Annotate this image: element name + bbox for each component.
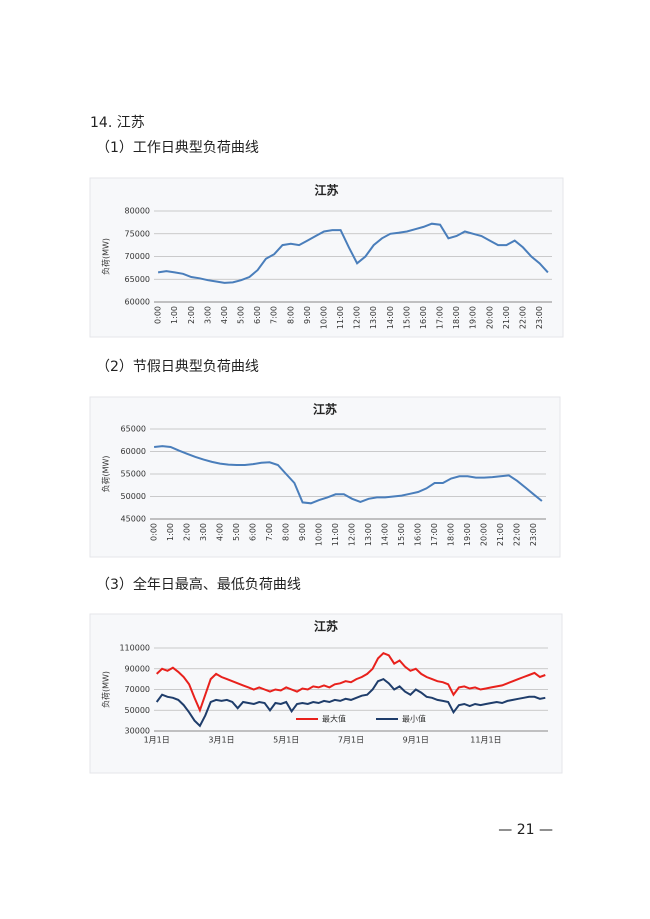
x-tick-label: 1:00	[170, 306, 179, 324]
x-tick-label: 5:00	[237, 306, 246, 324]
x-tick-label: 0:00	[154, 306, 163, 324]
y-tick-label: 80000	[125, 207, 150, 216]
x-tick-label: 9:00	[303, 306, 312, 324]
x-tick-label: 10:00	[315, 523, 324, 546]
x-tick-label: 14:00	[381, 523, 390, 546]
x-tick-label: 15:00	[397, 523, 406, 546]
x-tick-label: 11:00	[331, 523, 340, 546]
x-tick-label: 18:00	[452, 306, 461, 329]
x-tick-label: 20:00	[485, 306, 494, 329]
x-tick-label: 7:00	[270, 306, 279, 324]
x-tick-label: 7:00	[265, 523, 274, 541]
x-tick-label: 22:00	[518, 306, 527, 329]
x-tick-label: 13:00	[369, 306, 378, 329]
caption: （1）工作日典型负荷曲线	[96, 140, 259, 156]
line-series	[156, 652, 546, 714]
x-tick-label: 6:00	[249, 523, 258, 541]
page-number: — 21 —	[498, 822, 553, 838]
x-tick-label: 12:00	[353, 306, 362, 329]
x-tick-label: 2:00	[183, 523, 192, 541]
y-tick-label: 60000	[121, 447, 146, 456]
x-tick-label: 10:00	[319, 306, 328, 329]
x-tick-label: 3:00	[203, 306, 212, 324]
x-tick-label: 23:00	[529, 523, 538, 546]
x-tick-label: 12:00	[348, 523, 357, 546]
x-tick-label: 8:00	[282, 523, 291, 541]
x-tick-label: 5月1日	[273, 736, 299, 745]
heading: 14. 江苏	[90, 115, 145, 131]
x-tick-label: 17:00	[430, 523, 439, 546]
y-tick-label: 90000	[125, 664, 150, 673]
x-tick-label: 20:00	[480, 523, 489, 546]
x-tick-label: 3月1日	[208, 736, 234, 745]
x-tick-label: 6:00	[253, 306, 262, 324]
x-tick-label: 4:00	[220, 306, 229, 324]
x-tick-label: 4:00	[216, 523, 225, 541]
x-tick-label: 16:00	[414, 523, 423, 546]
chart-title: 江苏	[314, 183, 338, 198]
legend-label: 最大值	[322, 714, 346, 724]
x-tick-label: 11月1日	[470, 736, 501, 745]
x-tick-label: 8:00	[286, 306, 295, 324]
legend-label: 最小值	[402, 714, 426, 724]
x-tick-label: 9月1日	[403, 736, 429, 745]
x-tick-label: 9:00	[298, 523, 307, 541]
y-axis-label: 负荷(MW)	[101, 455, 111, 492]
line-series	[155, 677, 546, 728]
x-tick-label: 5:00	[232, 523, 241, 541]
y-tick-label: 70000	[125, 685, 150, 694]
x-tick-label: 19:00	[469, 306, 478, 329]
line-series	[153, 445, 543, 505]
x-tick-label: 14:00	[386, 306, 395, 329]
chart-background	[89, 613, 563, 774]
x-tick-label: 1月1日	[144, 736, 170, 745]
caption: （2）节假日典型负荷曲线	[96, 359, 259, 375]
chart-title: 江苏	[313, 402, 337, 417]
y-tick-label: 110000	[119, 644, 150, 653]
x-tick-label: 19:00	[463, 523, 472, 546]
y-tick-label: 50000	[121, 492, 146, 501]
y-axis-label: 负荷(MW)	[101, 671, 111, 708]
x-tick-label: 0:00	[150, 523, 159, 541]
x-tick-label: 7月1日	[338, 736, 364, 745]
y-tick-label: 65000	[121, 425, 146, 434]
y-tick-label: 30000	[125, 727, 150, 736]
x-tick-label: 21:00	[502, 306, 511, 329]
line-series	[157, 222, 549, 284]
chart-title: 江苏	[314, 619, 338, 634]
y-tick-label: 50000	[125, 706, 150, 715]
x-tick-label: 1:00	[166, 523, 175, 541]
x-tick-label: 21:00	[496, 523, 505, 546]
chart-background	[89, 177, 564, 338]
y-tick-label: 75000	[125, 229, 150, 238]
y-axis-label: 负荷(MW)	[101, 238, 111, 275]
x-tick-label: 3:00	[199, 523, 208, 541]
y-tick-label: 60000	[125, 298, 150, 307]
y-tick-label: 70000	[125, 252, 150, 261]
caption: （3）全年日最高、最低负荷曲线	[96, 576, 301, 593]
y-tick-label: 45000	[121, 515, 146, 524]
x-tick-label: 17:00	[436, 306, 445, 329]
x-tick-label: 23:00	[535, 306, 544, 329]
x-tick-label: 2:00	[187, 306, 196, 324]
y-tick-label: 55000	[121, 470, 146, 479]
x-tick-label: 16:00	[419, 306, 428, 329]
x-tick-label: 18:00	[447, 523, 456, 546]
x-tick-label: 11:00	[336, 306, 345, 329]
x-tick-label: 22:00	[513, 523, 522, 546]
x-tick-label: 13:00	[364, 523, 373, 546]
x-tick-label: 15:00	[402, 306, 411, 329]
y-tick-label: 65000	[125, 275, 150, 284]
